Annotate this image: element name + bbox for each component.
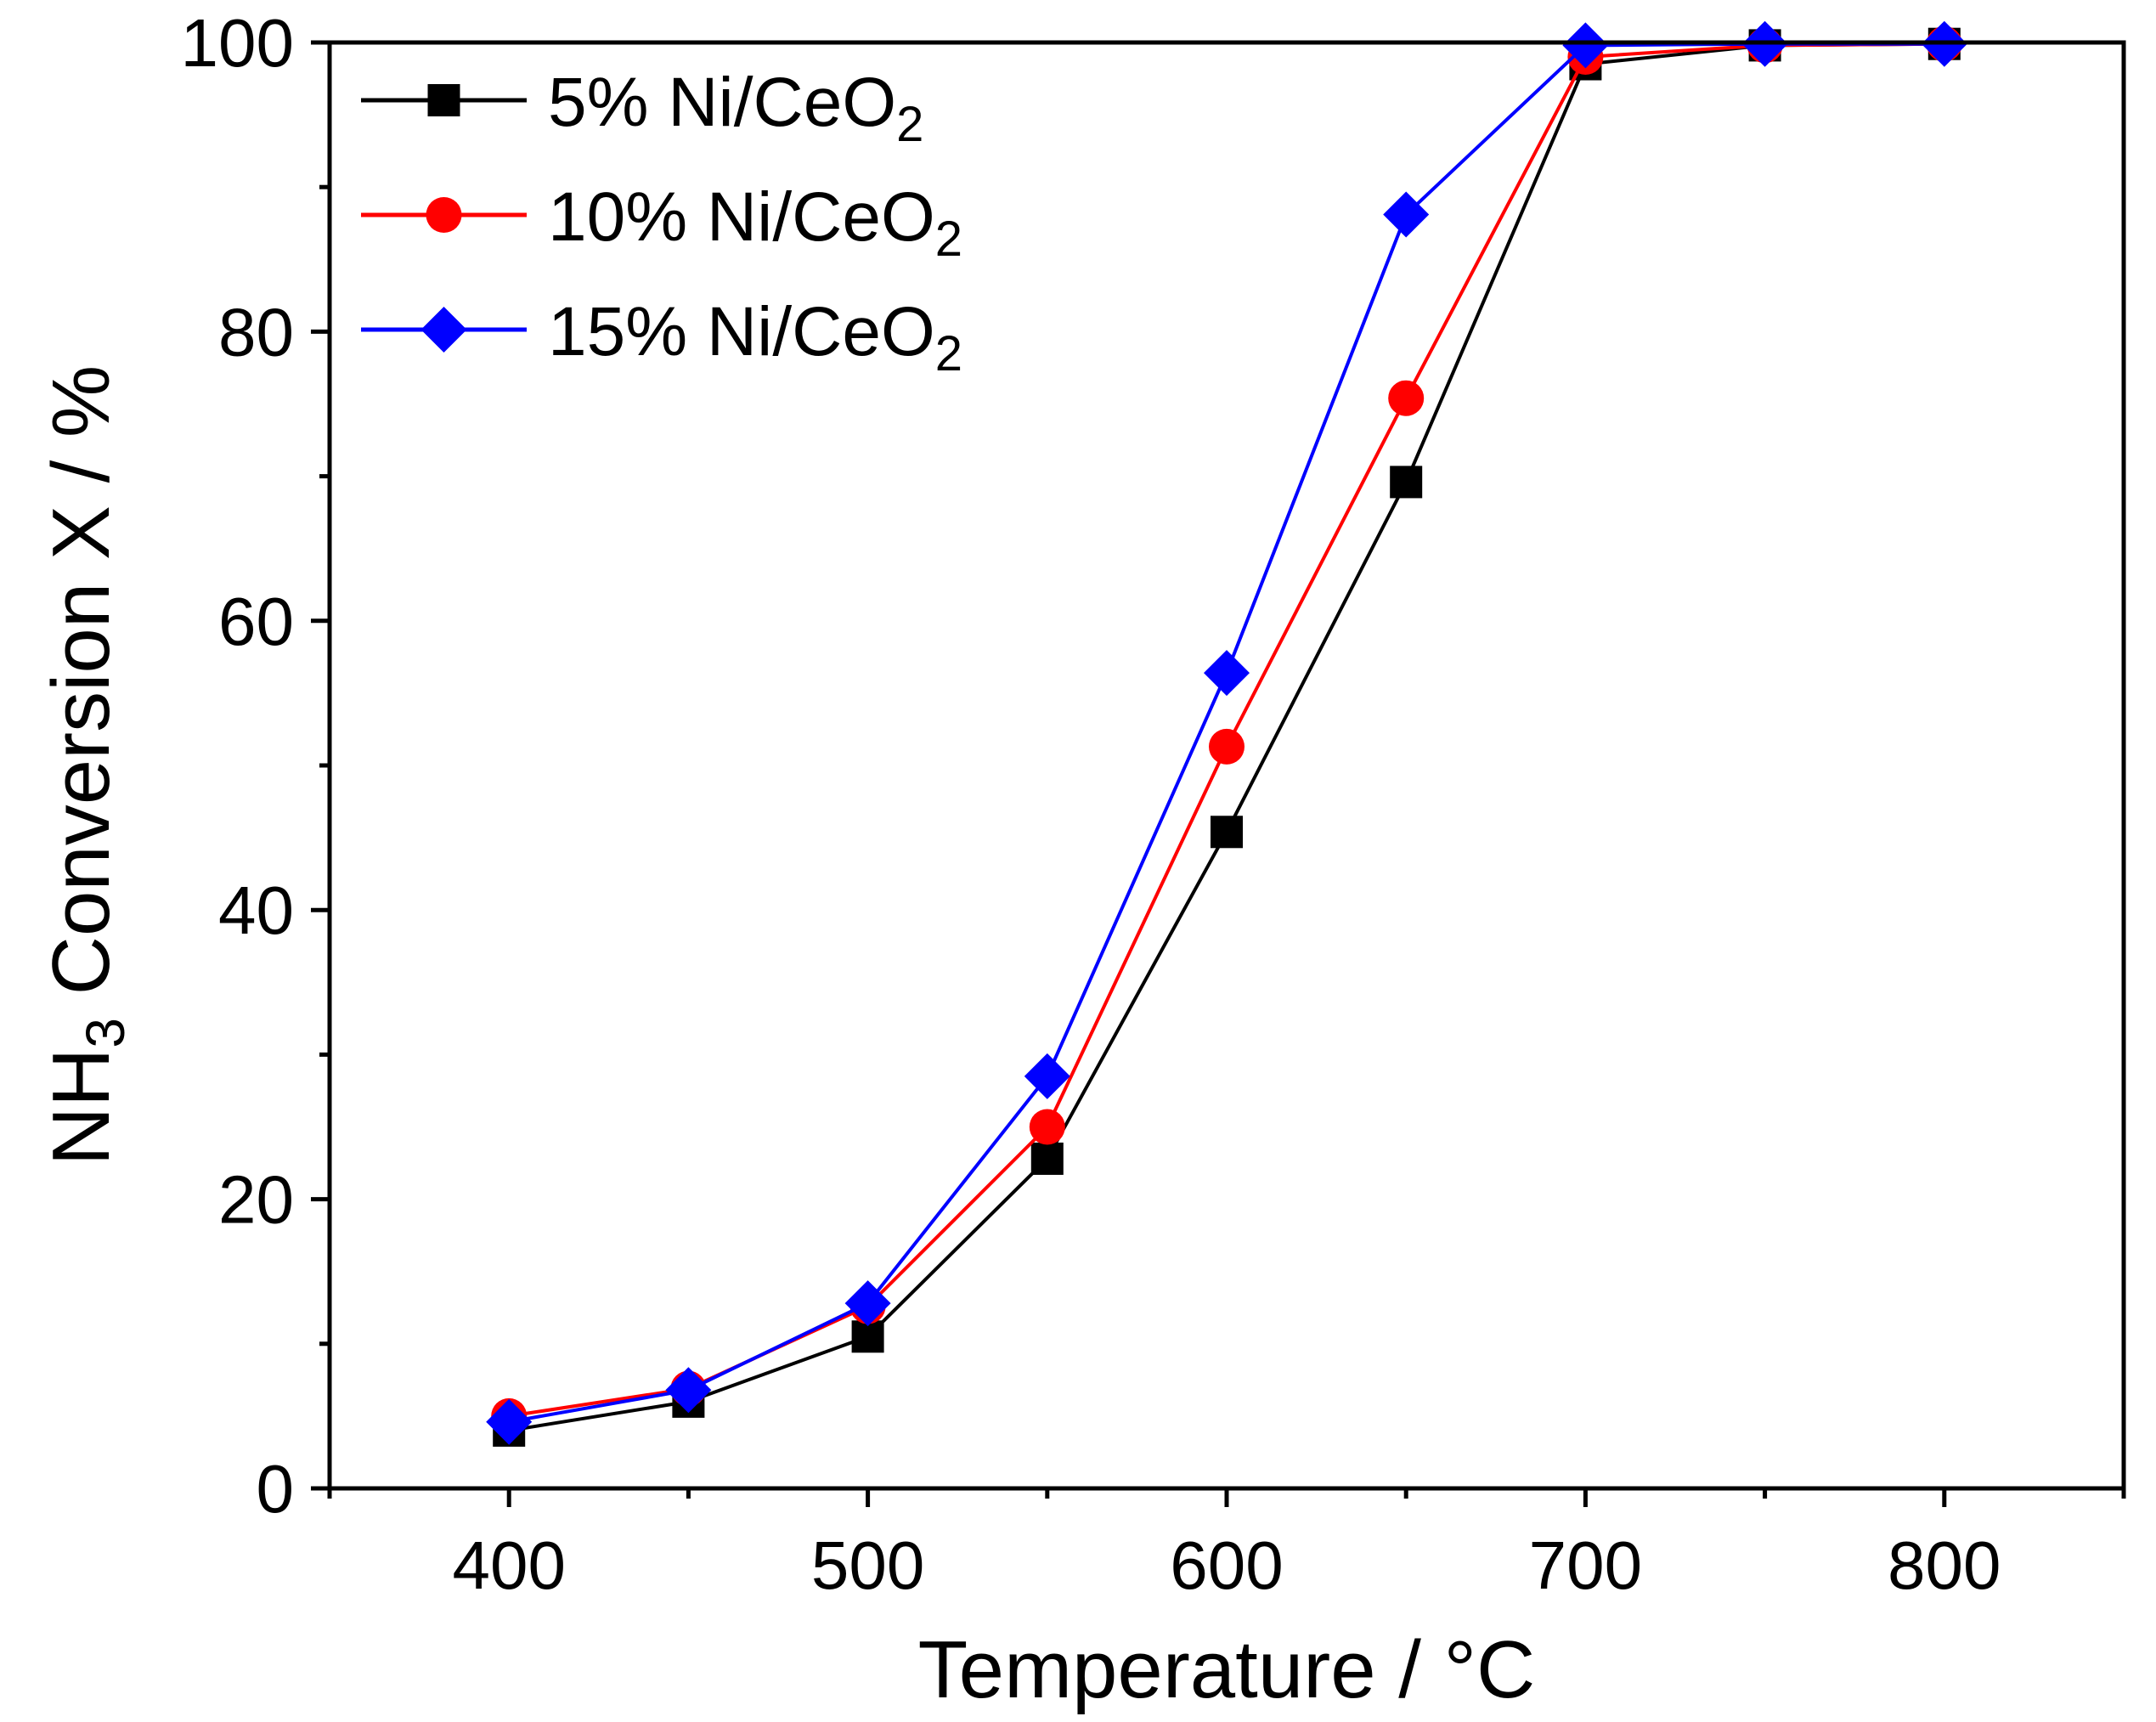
legend-label: 15% Ni/CeO2 [548, 293, 962, 381]
data-point [665, 1367, 712, 1414]
legend-label-text: 15% Ni/CeO [548, 293, 935, 370]
data-point [1030, 1142, 1064, 1175]
legend-label: 10% Ni/CeO2 [548, 178, 962, 267]
data-point [1390, 466, 1423, 499]
data-point [1029, 1109, 1065, 1145]
data-point [1211, 816, 1243, 849]
legend-label-subscript: 2 [935, 326, 962, 381]
x-axis-title: Temperature / °C [918, 1624, 1536, 1715]
y-tick-label: 0 [257, 1451, 295, 1527]
ticks-layer: 400 500 600 700 800 0 20 40 60 80 100 [181, 5, 2126, 1603]
data-point [1209, 728, 1244, 765]
y-tick-label: 80 [218, 294, 294, 370]
y-axis-title-pre: NH [36, 1048, 127, 1166]
y-tick-label: 100 [181, 5, 294, 81]
data-point [1562, 22, 1609, 69]
x-tick-label: 700 [1529, 1527, 1642, 1603]
legend-marker [427, 84, 460, 116]
legend-label-text: 5% Ni/CeO [548, 64, 896, 141]
data-point [1204, 650, 1250, 697]
legend-label: 5% Ni/CeO2 [548, 64, 923, 152]
y-axis-title: NH3 Conversion X / % [36, 365, 136, 1166]
legend-item: 5% Ni/CeO2 [361, 64, 923, 152]
y-tick-label: 20 [218, 1162, 294, 1238]
legend-item: 15% Ni/CeO2 [361, 293, 962, 381]
x-tick-label: 500 [811, 1527, 924, 1603]
y-tick-label: 60 [218, 584, 294, 659]
legend-marker [426, 197, 462, 233]
legend-label-subscript: 2 [935, 212, 962, 267]
x-tick-label: 800 [1888, 1527, 2001, 1603]
legend-marker [420, 307, 467, 353]
x-tick-label: 600 [1170, 1527, 1283, 1603]
legend-label-subscript: 2 [896, 97, 923, 152]
legend-label-text: 10% Ni/CeO [548, 178, 935, 256]
data-point [844, 1280, 891, 1327]
y-axis-title-post: Conversion X / % [36, 365, 127, 1018]
data-point [1388, 380, 1425, 416]
y-tick-label: 40 [218, 872, 294, 948]
data-point [1383, 191, 1430, 238]
data-point [1024, 1053, 1070, 1099]
y-axis-title-subscript: 3 [75, 1018, 136, 1048]
legend-item: 10% Ni/CeO2 [361, 178, 962, 267]
data-point [486, 1398, 533, 1445]
x-tick-label: 400 [452, 1527, 565, 1603]
